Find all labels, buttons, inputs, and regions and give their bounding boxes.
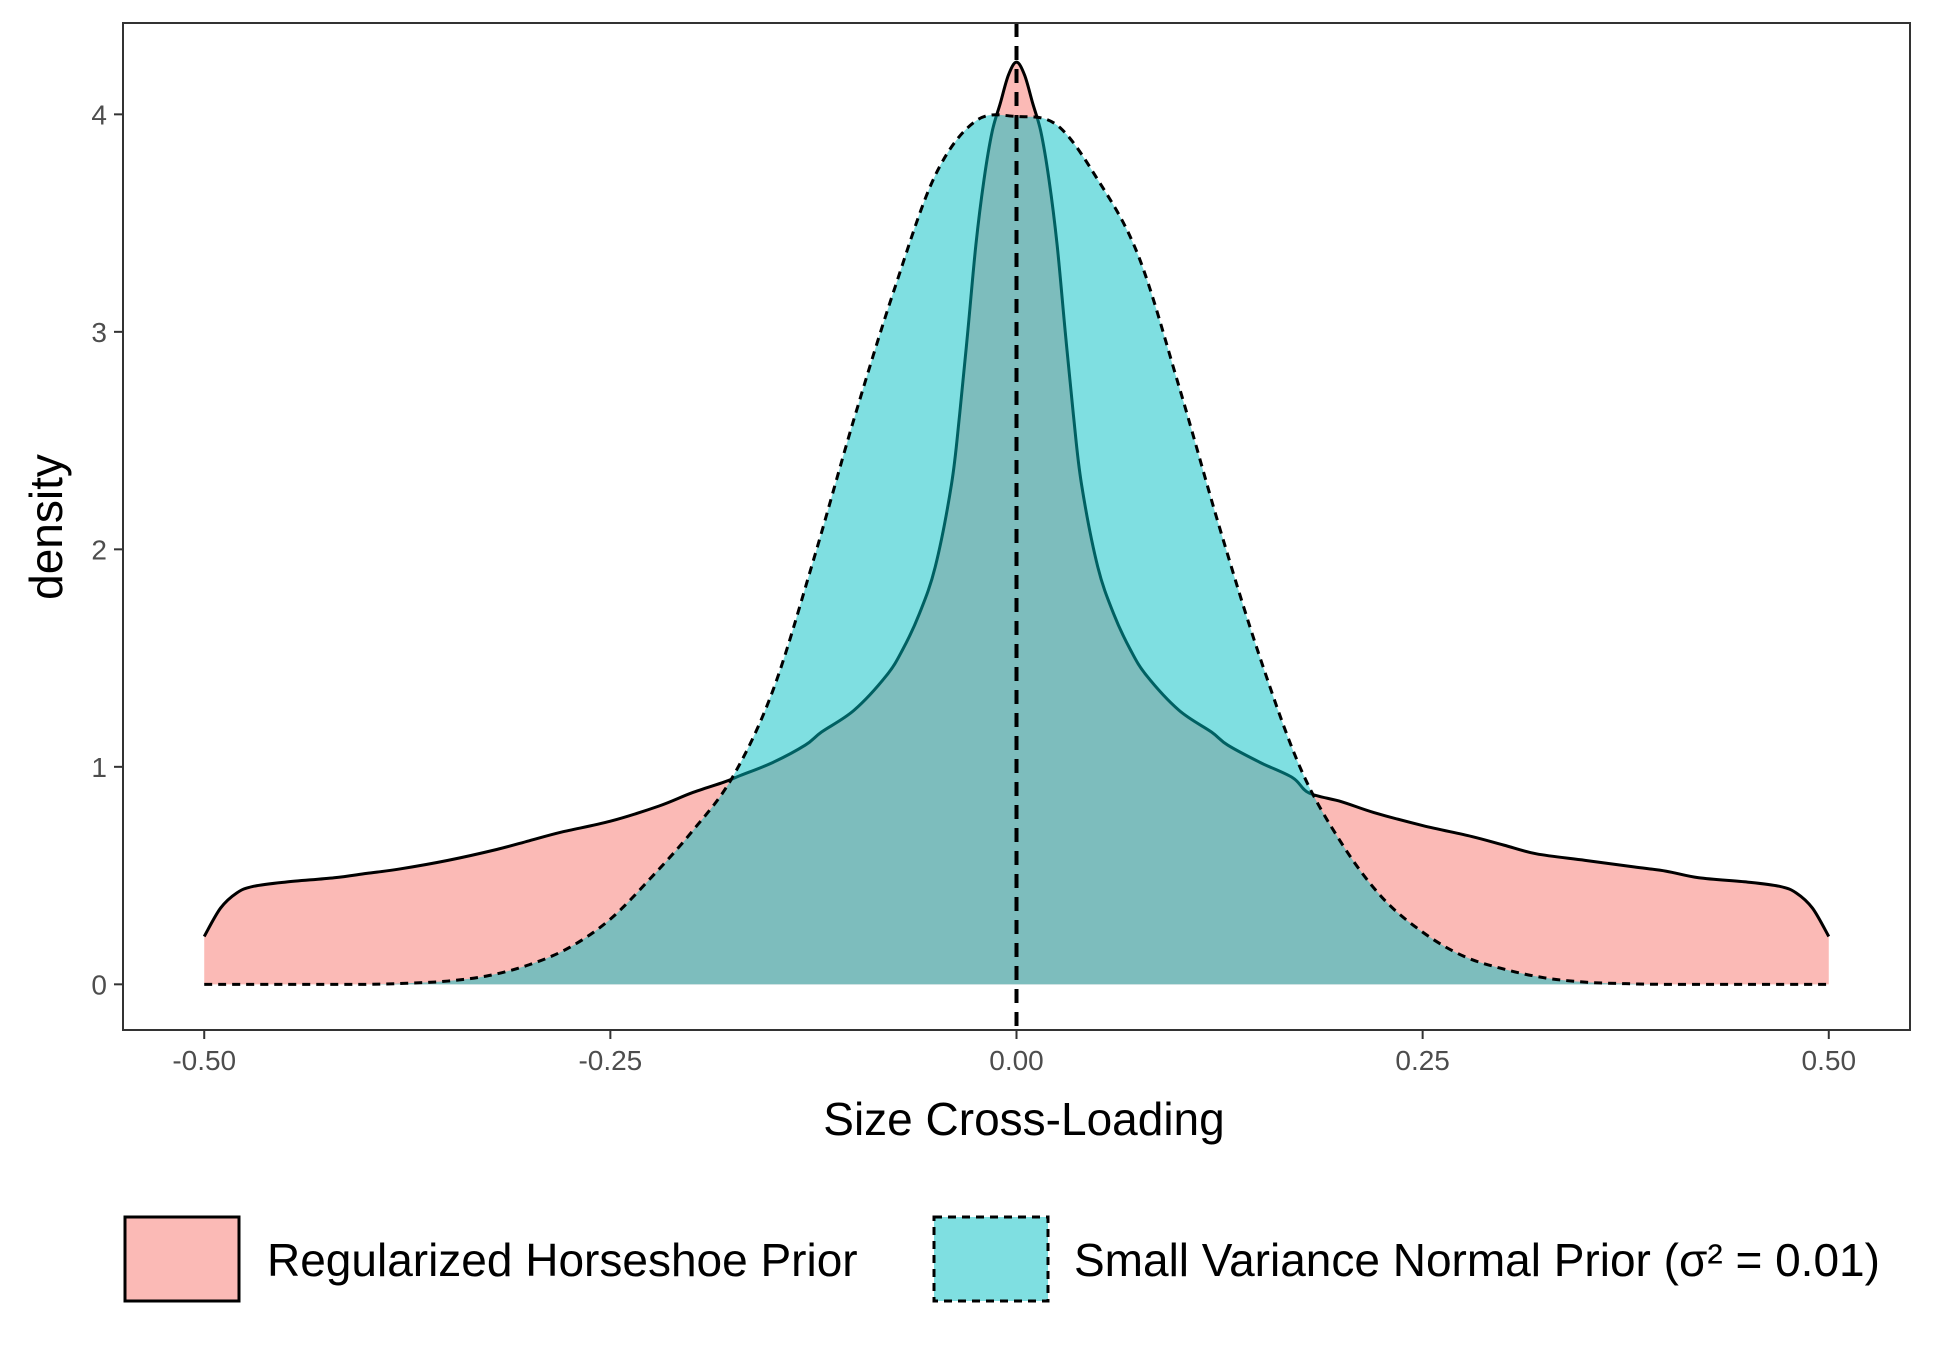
legend-item-normal: Small Variance Normal Prior (σ² = 0.01)	[932, 1215, 1880, 1303]
y-tick-label: 3	[91, 317, 107, 348]
x-axis: -0.50 -0.25 0.00 0.25 0.50	[172, 1030, 1856, 1076]
y-tick-label: 4	[91, 99, 107, 130]
area-normal	[204, 114, 1829, 985]
legend: Regularized Horseshoe Prior Small Varian…	[123, 1215, 1880, 1303]
legend-item-horseshoe: Regularized Horseshoe Prior	[123, 1215, 858, 1303]
series-areas	[202, 60, 1831, 986]
x-tick-label: 0.50	[1802, 1045, 1857, 1076]
x-axis-title: Size Cross-Loading	[823, 1093, 1224, 1145]
line-horseshoe	[202, 60, 1831, 938]
line-normal	[204, 113, 1829, 986]
x-tick-label: 0.00	[989, 1045, 1044, 1076]
x-tick-label: 0.25	[1395, 1045, 1450, 1076]
legend-key-normal	[932, 1215, 1050, 1303]
legend-key-horseshoe	[123, 1215, 241, 1303]
legend-label-normal: Small Variance Normal Prior (σ² = 0.01)	[1074, 1234, 1880, 1286]
x-tick-label: -0.50	[172, 1045, 236, 1076]
y-tick-label: 0	[91, 969, 107, 1000]
y-axis: 0 1 2 3 4	[91, 99, 123, 1000]
y-axis-title: density	[20, 454, 72, 600]
legend-label-horseshoe: Regularized Horseshoe Prior	[267, 1234, 858, 1286]
y-tick-label: 1	[91, 752, 107, 783]
y-tick-label: 2	[91, 534, 107, 565]
x-tick-label: -0.25	[578, 1045, 642, 1076]
